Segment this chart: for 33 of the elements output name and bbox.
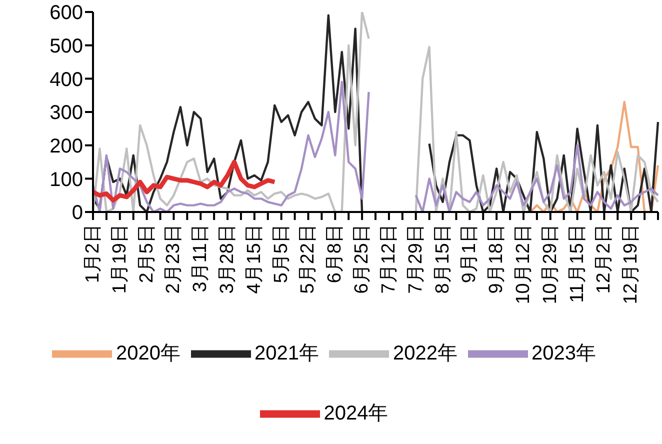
legend-label: 2022年 — [393, 342, 458, 364]
y-tick-label: 200 — [50, 135, 83, 158]
x-tick-label: 3月28日 — [217, 224, 238, 294]
legend-label: 2023年 — [532, 342, 596, 364]
x-tick-label: 8月15日 — [432, 224, 454, 294]
x-tick-label: 4月15日 — [244, 224, 265, 294]
y-tick-label: 100 — [50, 168, 83, 191]
x-tick-label: 5月22日 — [298, 224, 319, 294]
x-tick-label: 2月23日 — [163, 224, 184, 294]
y-tick-label: 0 — [72, 202, 83, 224]
x-tick-label: 10月12日 — [512, 224, 534, 304]
x-tick-label: 6月8日 — [324, 224, 346, 284]
y-tick-label: 600 — [50, 2, 83, 24]
y-tick-label: 500 — [50, 35, 83, 58]
x-tick-label: 6月25日 — [352, 224, 373, 294]
x-tick-label: 9月1日 — [459, 224, 480, 284]
x-tick-label: 7月12日 — [378, 224, 400, 294]
x-tick-label: 5月5日 — [270, 224, 292, 284]
y-tick-label: 300 — [50, 102, 83, 124]
legend-label: 2024年 — [324, 402, 388, 424]
x-tick-label: 9月18日 — [486, 224, 508, 294]
x-tick-label: 1月19日 — [109, 224, 130, 294]
legend-label: 2021年 — [254, 342, 319, 364]
legend-label: 2020年 — [116, 342, 180, 364]
x-tick-label: 11月15日 — [566, 224, 588, 303]
x-tick-label: 1月2日 — [82, 224, 104, 284]
x-tick-label: 7月29日 — [405, 224, 426, 294]
y-tick-label: 400 — [50, 68, 83, 91]
x-tick-label: 12月2日 — [594, 224, 615, 294]
x-tick-label: 10月29日 — [540, 224, 561, 304]
x-tick-label: 12月19日 — [620, 224, 642, 304]
x-tick-label: 2月5日 — [136, 224, 158, 284]
x-tick-label: 3月11日 — [190, 224, 212, 292]
